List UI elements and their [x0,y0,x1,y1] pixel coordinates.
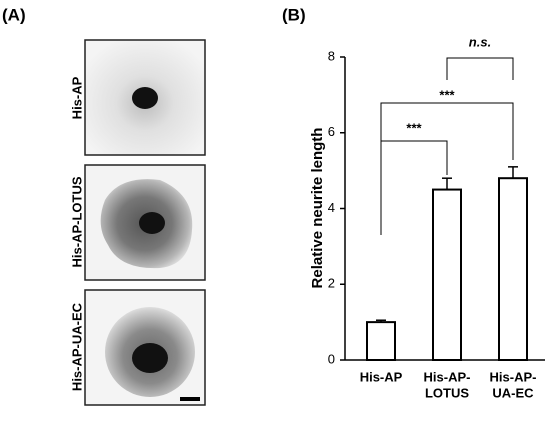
y-tick-label: 2 [328,276,335,291]
y-tick-label: 4 [328,200,335,215]
y-axis-label: Relative neurite length [309,128,326,289]
x-tick-label: UA-EC [492,385,534,400]
micrograph [84,164,206,281]
x-tick-label: His-AP- [424,369,471,384]
x-tick-label: His-AP- [490,369,537,384]
bar [432,188,462,361]
micrograph [84,289,206,406]
y-tick-label: 8 [328,48,335,63]
bar [366,321,396,361]
significance-label: n.s. [469,34,491,49]
significance-label: *** [439,87,455,102]
image-label: His-AP-LOTUS [69,176,84,267]
image-label: His-AP-UA-EC [69,302,84,391]
panel-label: (A) [2,5,26,24]
significance-label: *** [406,120,422,135]
significance-bracket [446,57,514,80]
image-label: His-AP [69,76,84,119]
micrograph [84,39,206,156]
y-tick-label: 0 [328,351,335,366]
x-tick-label: LOTUS [425,385,469,400]
error-bar [376,319,386,323]
panel-label: (B) [282,5,306,24]
bar [498,177,528,361]
significance-bracket [380,102,514,235]
error-bar [508,166,518,179]
x-tick-label: His-AP [360,369,403,384]
y-tick-label: 6 [328,124,335,139]
error-bar [442,177,452,190]
